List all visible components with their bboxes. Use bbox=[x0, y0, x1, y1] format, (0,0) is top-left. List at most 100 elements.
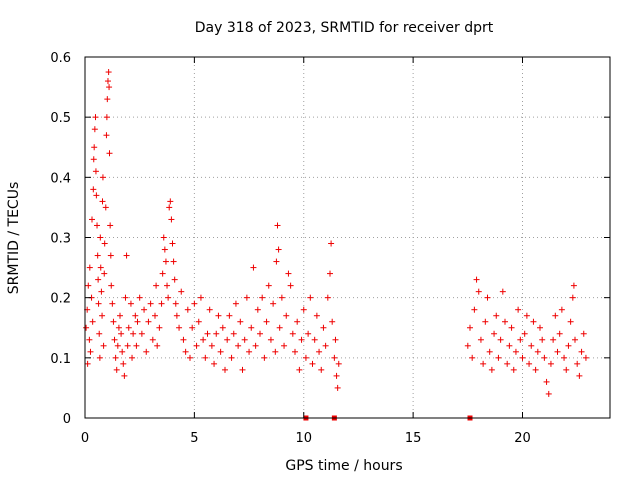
data-point bbox=[107, 252, 114, 259]
data-point bbox=[272, 348, 279, 355]
data-point bbox=[521, 330, 528, 337]
data-point bbox=[230, 330, 237, 337]
axis-ticks: 0 0.1 0.2 0.3 0.4 0.5 0.6 0 5 10 15 20 bbox=[50, 51, 610, 446]
data-point bbox=[94, 252, 101, 259]
data-point bbox=[197, 294, 204, 301]
data-point bbox=[168, 216, 175, 223]
y-tick-label: 0.5 bbox=[50, 111, 71, 126]
data-point bbox=[558, 306, 565, 313]
data-point bbox=[127, 300, 134, 307]
data-point bbox=[169, 240, 176, 247]
data-point bbox=[302, 354, 309, 361]
y-tick-label: 0.1 bbox=[50, 352, 71, 367]
data-point bbox=[92, 114, 99, 121]
data-point bbox=[215, 312, 222, 319]
data-point bbox=[97, 234, 104, 241]
data-point bbox=[149, 336, 156, 343]
data-point bbox=[106, 150, 113, 157]
data-point bbox=[567, 318, 574, 325]
data-point bbox=[517, 336, 524, 343]
data-point bbox=[547, 360, 554, 367]
data-point bbox=[204, 330, 211, 337]
data-point bbox=[259, 294, 266, 301]
data-point bbox=[147, 300, 154, 307]
data-point bbox=[99, 312, 106, 319]
data-point bbox=[486, 348, 493, 355]
y-tick-label: 0.6 bbox=[50, 51, 71, 66]
data-point bbox=[100, 342, 107, 349]
data-point bbox=[145, 318, 152, 325]
data-point bbox=[98, 288, 105, 295]
data-point bbox=[545, 390, 552, 397]
data-point bbox=[281, 342, 288, 349]
data-point bbox=[309, 360, 316, 367]
data-point bbox=[318, 366, 325, 373]
data-point bbox=[254, 306, 261, 313]
data-point bbox=[480, 360, 487, 367]
x-tick-label: 15 bbox=[405, 431, 422, 446]
data-point bbox=[263, 318, 270, 325]
data-point bbox=[161, 246, 168, 253]
data-point bbox=[335, 360, 342, 367]
data-point bbox=[276, 324, 283, 331]
data-point bbox=[101, 270, 108, 277]
data-point bbox=[482, 318, 489, 325]
data-point bbox=[226, 312, 233, 319]
data-point bbox=[576, 372, 583, 379]
data-point bbox=[85, 282, 92, 289]
x-tick-label: 20 bbox=[514, 431, 531, 446]
data-point bbox=[159, 270, 166, 277]
data-point bbox=[152, 312, 158, 319]
data-point bbox=[104, 96, 111, 103]
data-point bbox=[532, 366, 539, 373]
data-point bbox=[173, 312, 180, 319]
data-point bbox=[331, 354, 338, 361]
data-point bbox=[105, 69, 112, 76]
data-point bbox=[252, 342, 259, 349]
data-point bbox=[313, 312, 320, 319]
data-point bbox=[574, 360, 581, 367]
data-point bbox=[235, 342, 242, 349]
data-point bbox=[273, 258, 280, 265]
data-point bbox=[97, 264, 104, 271]
data-point bbox=[539, 336, 546, 343]
data-point bbox=[167, 198, 174, 205]
data-point bbox=[552, 312, 559, 319]
data-point bbox=[164, 282, 171, 289]
data-point bbox=[103, 114, 110, 121]
data-point bbox=[237, 318, 244, 325]
data-point bbox=[491, 330, 498, 337]
data-point bbox=[464, 342, 471, 349]
y-tick-label: 0.2 bbox=[50, 292, 71, 307]
data-point bbox=[543, 378, 550, 385]
data-point bbox=[104, 78, 111, 85]
data-point bbox=[261, 354, 268, 361]
data-point bbox=[556, 330, 563, 337]
data-point bbox=[243, 294, 250, 301]
data-point bbox=[570, 282, 577, 289]
data-point bbox=[224, 336, 231, 343]
data-point bbox=[475, 288, 482, 295]
data-point bbox=[117, 312, 123, 319]
data-point bbox=[208, 342, 215, 349]
data-point bbox=[213, 330, 220, 337]
data-point bbox=[103, 132, 110, 139]
data-point bbox=[578, 348, 585, 355]
data-point bbox=[162, 258, 169, 265]
data-point bbox=[333, 372, 340, 379]
data-point bbox=[228, 354, 235, 361]
data-point bbox=[206, 306, 213, 313]
data-point bbox=[96, 330, 103, 337]
data-point bbox=[95, 300, 102, 307]
data-point bbox=[133, 342, 140, 349]
data-point bbox=[92, 168, 99, 175]
data-point bbox=[141, 306, 148, 313]
data-point bbox=[111, 336, 118, 343]
data-point bbox=[530, 318, 537, 325]
data-point bbox=[287, 282, 294, 289]
data-point bbox=[106, 84, 113, 91]
x-tick-label: 10 bbox=[295, 431, 312, 446]
data-point bbox=[232, 300, 239, 307]
data-point bbox=[180, 336, 187, 343]
